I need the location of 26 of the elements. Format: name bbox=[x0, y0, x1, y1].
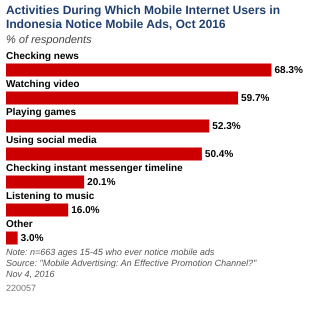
text: Note: n=663 ages 15-45 who ever notice mobile ads bbox=[6, 247, 215, 257]
data-label: 20.1% bbox=[87, 177, 116, 188]
y-tick-label: Checking instant messenger timeline bbox=[6, 163, 184, 174]
y-tick-label: Listening to music bbox=[6, 191, 95, 202]
data-label: 52.3% bbox=[212, 121, 241, 132]
data-label: 3.0% bbox=[20, 233, 44, 244]
data-label: 68.3% bbox=[274, 65, 303, 76]
chart-subtitle: % of respondents bbox=[6, 34, 92, 46]
bar bbox=[6, 64, 272, 76]
bar bbox=[6, 176, 84, 188]
text: 220057 bbox=[6, 283, 36, 293]
data-label: 16.0% bbox=[71, 205, 100, 216]
data-label: 50.4% bbox=[204, 149, 234, 160]
bar bbox=[6, 92, 238, 104]
bar bbox=[6, 120, 210, 132]
y-tick-label: Using social media bbox=[6, 135, 98, 146]
y-tick-label: Checking news bbox=[6, 51, 80, 62]
data-label: 59.7% bbox=[241, 93, 270, 104]
bar bbox=[6, 232, 18, 244]
chart-title: Activities During Which Mobile Internet Users in Indonesia Notice Mobile Ads, Oct 2016 bbox=[6, 3, 280, 31]
source-note: Source: "Mobile Advertising: An Effective Promotion Channel?" Nov 4, 2016 bbox=[6, 258, 258, 279]
y-tick-label: Watching video bbox=[6, 79, 80, 90]
bar bbox=[6, 148, 202, 160]
bar bbox=[6, 204, 68, 216]
y-tick-label: Other bbox=[6, 219, 33, 230]
y-tick-label: Playing games bbox=[6, 107, 76, 118]
